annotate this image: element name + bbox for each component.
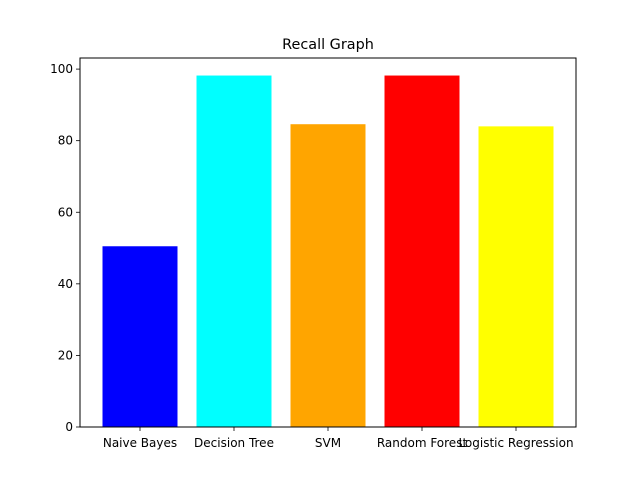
x-tick-label-decision-tree: Decision Tree — [194, 436, 274, 450]
y-tick-label-0: 0 — [65, 420, 73, 434]
chart-title: Recall Graph — [282, 37, 374, 53]
x-tick-label-logistic-regression: Logistic Regression — [458, 436, 573, 450]
y-axis-ticks: 0 20 40 60 80 100 — [50, 62, 80, 434]
x-axis-ticks: Naive Bayes Decision Tree SVM Random Forest… — [103, 427, 574, 450]
y-tick-label-20: 20 — [58, 348, 73, 362]
bar-logistic-regression — [478, 126, 554, 427]
x-tick-label-svm: SVM — [315, 436, 341, 450]
y-tick-label-100: 100 — [50, 62, 73, 76]
y-tick-label-40: 40 — [58, 277, 73, 291]
y-tick-label-80: 80 — [58, 134, 73, 148]
bar-decision-tree — [196, 75, 272, 427]
bar-random-forest — [384, 75, 460, 427]
plot-area-frame — [79, 57, 577, 428]
bar-svm — [290, 124, 366, 428]
x-tick-label-naive-bayes: Naive Bayes — [103, 436, 177, 450]
x-tick-label-random-forest: Random Forest — [377, 436, 468, 450]
y-tick-label-60: 60 — [58, 205, 73, 219]
bar-naive-bayes — [102, 246, 178, 427]
bars-group — [102, 75, 554, 428]
